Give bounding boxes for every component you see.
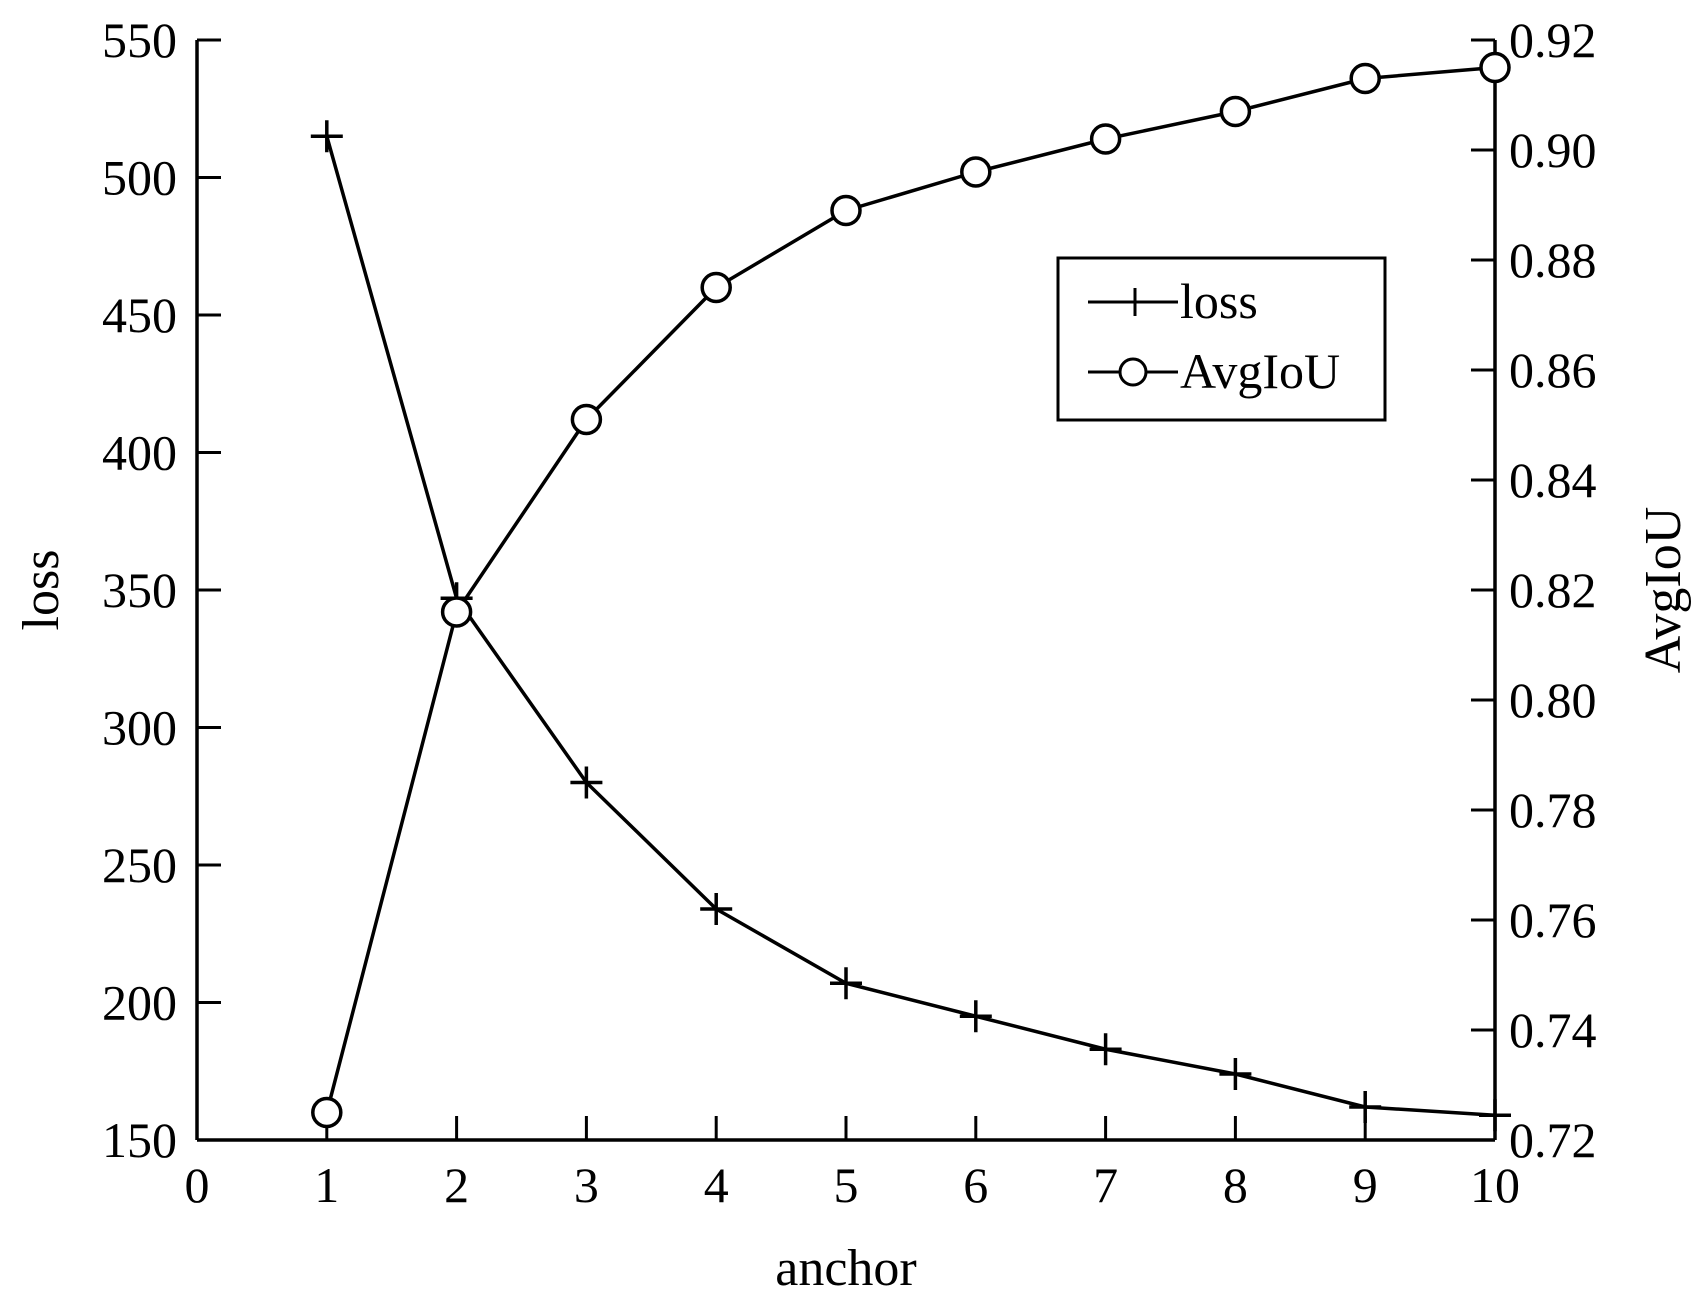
left-y-tick-label: 350	[102, 562, 177, 618]
avgiou-point-marker	[1479, 51, 1511, 84]
x-tick-label: 1	[314, 1157, 339, 1213]
legend: loss AvgIoU	[1056, 256, 1387, 422]
avgiou-point-marker	[570, 403, 603, 436]
x-tick-label: 2	[444, 1157, 469, 1213]
right-y-tick-label: 0.76	[1509, 892, 1597, 948]
right-y-axis-ticks: 0.72 0.74 0.76 0.78 0.80 0.82 0.84 0.86 0.88 0.90…	[1471, 12, 1597, 1168]
x-tick-label: 3	[574, 1157, 599, 1213]
legend-avgiou-label: AvgIoU	[1180, 343, 1340, 399]
right-y-tick-label: 0.92	[1509, 12, 1597, 68]
left-y-axis-ticks: 150 200 250 300 350 400 450 500 550	[102, 12, 221, 1168]
loss-point-marker	[830, 967, 862, 1000]
legend-avgiou-marker	[1118, 357, 1148, 387]
left-y-tick-label: 250	[102, 837, 177, 893]
right-y-tick-label: 0.84	[1509, 452, 1597, 508]
loss-point-marker	[310, 120, 343, 153]
x-tick-label: 6	[963, 1157, 988, 1213]
right-y-tick-label: 0.78	[1509, 782, 1597, 838]
right-y-axis-title: AvgIoU	[1635, 507, 1692, 674]
avgiou-point-marker	[960, 156, 992, 188]
avgiou-point-marker	[830, 194, 862, 227]
loss-point-marker	[1479, 1099, 1511, 1132]
left-y-tick-label: 150	[102, 1112, 177, 1168]
right-y-tick-label: 0.72	[1509, 1112, 1597, 1168]
left-y-tick-label: 450	[102, 287, 177, 343]
legend-loss-label: loss	[1180, 273, 1258, 329]
avgiou-point-marker	[1349, 62, 1381, 95]
legend-loss-marker	[1121, 288, 1149, 316]
avgiou-point-marker	[311, 1096, 343, 1129]
right-y-tick-label: 0.86	[1509, 342, 1597, 398]
x-tick-label: 7	[1093, 1157, 1118, 1213]
x-tick-label: 10	[1470, 1157, 1520, 1213]
series-line-avgiou	[325, 65, 1496, 1113]
x-tick-label: 4	[704, 1157, 729, 1213]
loss-point-marker	[700, 893, 733, 925]
left-y-tick-label: 200	[102, 975, 177, 1031]
x-tick-label: 9	[1353, 1157, 1378, 1213]
series-layer	[310, 51, 1511, 1132]
right-y-tick-label: 0.74	[1509, 1002, 1597, 1058]
avgiou-point-marker	[700, 271, 732, 304]
loss-point-marker	[1349, 1091, 1382, 1123]
x-tick-label: 5	[834, 1157, 859, 1213]
x-axis-title: anchor	[775, 1240, 916, 1297]
loss-point-marker	[959, 1000, 992, 1033]
x-axis-ticks: 0 1 2 3 4 5 6 7 8 9 10	[185, 1116, 1520, 1213]
loss-point-marker	[570, 766, 603, 799]
right-y-tick-label: 0.82	[1509, 562, 1597, 618]
left-y-axis-title: loss	[13, 550, 70, 631]
right-y-tick-label: 0.80	[1509, 672, 1597, 728]
avgiou-point-marker	[440, 596, 473, 628]
right-y-tick-label: 0.88	[1509, 232, 1597, 288]
right-y-tick-label: 0.90	[1509, 122, 1597, 178]
left-y-tick-label: 500	[102, 150, 177, 206]
left-y-tick-label: 400	[102, 425, 177, 481]
legend-box	[1056, 256, 1387, 422]
left-y-tick-label: 300	[102, 700, 177, 756]
avgiou-point-marker	[1219, 95, 1252, 128]
avgiou-point-marker	[1089, 123, 1122, 155]
x-tick-label: 8	[1223, 1157, 1248, 1213]
loss-point-marker	[1219, 1058, 1252, 1090]
loss-point-marker	[1089, 1033, 1122, 1066]
series-line-loss	[325, 135, 1496, 1117]
x-tick-label: 0	[185, 1157, 210, 1213]
left-y-tick-label: 550	[102, 12, 177, 68]
